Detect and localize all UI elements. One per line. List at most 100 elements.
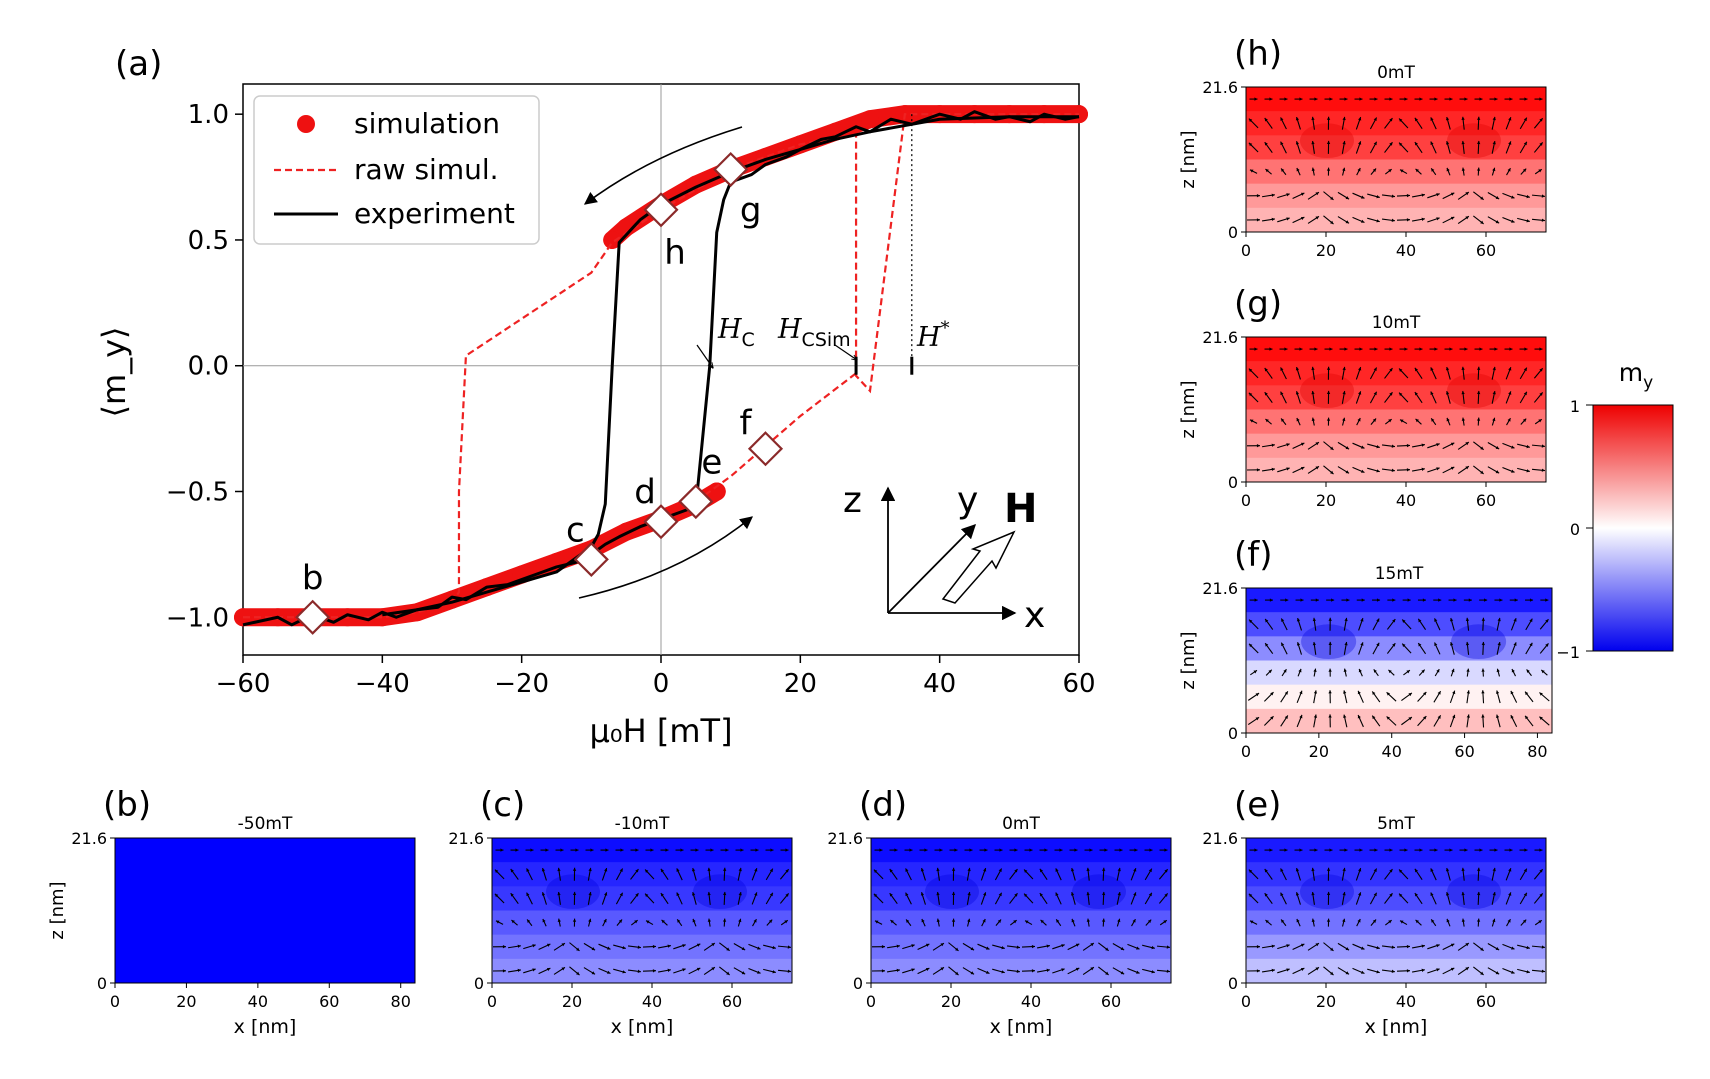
map-band bbox=[492, 838, 792, 863]
map-xtick: 20 bbox=[562, 992, 582, 1011]
spin-arrow-head bbox=[1025, 920, 1029, 924]
spin-arrow-head bbox=[1495, 946, 1500, 950]
spin-arrow-head bbox=[695, 848, 699, 852]
spin-arrow-head bbox=[1284, 691, 1288, 695]
spin-arrow-head bbox=[1299, 347, 1303, 351]
spin-arrow-head bbox=[1399, 142, 1403, 147]
spin-arrow-head bbox=[1508, 141, 1512, 145]
spin-arrow-head bbox=[1476, 366, 1481, 370]
colorbar-gradient bbox=[1592, 404, 1674, 652]
spin-arrow-head bbox=[1280, 117, 1284, 121]
spin-arrow-head bbox=[1074, 848, 1078, 852]
map-core bbox=[925, 874, 979, 910]
spin-arrow-head bbox=[1016, 969, 1020, 974]
spin-arrow-head bbox=[1461, 140, 1465, 145]
spin-arrow-head bbox=[1539, 97, 1543, 101]
spin-arrow-head bbox=[557, 891, 561, 896]
spin-arrow-head bbox=[1508, 892, 1512, 896]
spin-arrow-head bbox=[1453, 598, 1457, 602]
map-band bbox=[1246, 684, 1552, 710]
spin-arrow-head bbox=[1436, 193, 1440, 197]
spin-arrow-head bbox=[1461, 390, 1465, 395]
spin-arrow-head bbox=[1481, 641, 1485, 646]
spin-arrow-head bbox=[1492, 366, 1496, 371]
spin-arrow-head bbox=[998, 892, 1002, 897]
map-band bbox=[1246, 636, 1552, 661]
spin-arrow-head bbox=[925, 967, 930, 971]
state-diamond-b bbox=[295, 599, 331, 635]
spin-arrow-head bbox=[1270, 692, 1274, 696]
spin-arrow-head bbox=[1269, 347, 1273, 351]
spin-arrow-head bbox=[1342, 391, 1346, 395]
spin-arrow-head bbox=[1541, 468, 1545, 472]
map-xtick: 0 bbox=[110, 992, 120, 1011]
spin-arrow-head bbox=[1445, 141, 1450, 145]
spin-arrow-head bbox=[1436, 217, 1440, 221]
spin-arrow-head bbox=[936, 867, 940, 872]
spin-arrow-head bbox=[1328, 714, 1332, 718]
spin-arrow-head bbox=[711, 967, 715, 971]
spin-arrow-head bbox=[1538, 169, 1542, 173]
spin-arrow-head bbox=[1545, 643, 1549, 647]
spin-arrow-head bbox=[1509, 347, 1513, 351]
spin-arrow-head bbox=[726, 947, 730, 951]
sweep-up-arrow bbox=[578, 516, 753, 599]
map-xtick: 60 bbox=[319, 992, 339, 1011]
spin-arrow-head bbox=[530, 848, 534, 852]
spin-arrow-head bbox=[1249, 169, 1254, 173]
map-title-g: 10mT bbox=[1372, 313, 1421, 333]
spin-arrow-head bbox=[1495, 220, 1500, 224]
spin-arrow-head bbox=[1360, 469, 1365, 473]
spin-arrow-head bbox=[1406, 670, 1410, 674]
spin-arrow-head bbox=[939, 848, 943, 852]
spin-arrow-head bbox=[1328, 690, 1332, 694]
map-frame bbox=[1245, 86, 1547, 233]
spin-arrow-head bbox=[1132, 919, 1136, 923]
field-arrow-icon bbox=[941, 530, 1016, 604]
spin-arrow-head bbox=[755, 848, 759, 852]
spin-arrow-head bbox=[1264, 868, 1268, 873]
spin-arrow-head bbox=[1024, 893, 1028, 898]
spin-arrow-head bbox=[1539, 368, 1543, 372]
spin-arrow-head bbox=[652, 944, 656, 949]
spin-arrow-head bbox=[1480, 470, 1484, 474]
spin-arrow-head bbox=[1414, 893, 1418, 897]
spin-arrow-head bbox=[1408, 717, 1412, 721]
spin-arrow-head bbox=[1494, 848, 1498, 852]
spin-arrow-head bbox=[1524, 848, 1528, 852]
spin-arrow-head bbox=[1342, 141, 1346, 145]
map-zlabel: z [nm] bbox=[1178, 631, 1199, 689]
spin-arrow-head bbox=[1166, 969, 1170, 973]
spin-arrow-head bbox=[1329, 848, 1333, 852]
spin-arrow-head bbox=[1414, 868, 1418, 873]
map-band bbox=[115, 934, 415, 960]
spin-arrow-head bbox=[1436, 443, 1440, 447]
spin-arrow-head bbox=[588, 867, 592, 872]
map-band bbox=[1246, 457, 1546, 483]
spin-arrow-head bbox=[1495, 195, 1500, 199]
spin-arrow-head bbox=[1391, 945, 1395, 949]
spin-arrow-head bbox=[1523, 892, 1527, 897]
spin-arrow-head bbox=[1464, 347, 1468, 351]
spin-arrow-head bbox=[560, 848, 564, 852]
spin-arrow-head bbox=[983, 868, 987, 872]
spin-arrow-head bbox=[1445, 116, 1450, 121]
spin-arrow-head bbox=[1423, 716, 1427, 720]
spin-arrow-head bbox=[1446, 167, 1450, 172]
spin-arrow-head bbox=[517, 944, 521, 948]
spin-arrow-head bbox=[1386, 692, 1390, 696]
spin-arrow-head bbox=[1400, 419, 1404, 423]
spin-arrow-head bbox=[970, 971, 975, 975]
spin-arrow-head bbox=[955, 971, 959, 976]
spin-arrow-head bbox=[1389, 118, 1393, 122]
spin-arrow-head bbox=[1446, 918, 1450, 923]
panel-label-d: (d) bbox=[859, 785, 907, 825]
x-axis-title: μ₀H [mT] bbox=[589, 712, 732, 750]
spin-arrow-head bbox=[500, 848, 504, 852]
spin-arrow-head bbox=[1372, 418, 1377, 422]
spin-arrow-head bbox=[680, 848, 684, 852]
spin-arrow-head bbox=[510, 868, 514, 873]
spin-arrow-head bbox=[1056, 919, 1060, 923]
y-tick-label: 1.0 bbox=[188, 100, 229, 130]
spin-arrow-head bbox=[1256, 444, 1260, 448]
